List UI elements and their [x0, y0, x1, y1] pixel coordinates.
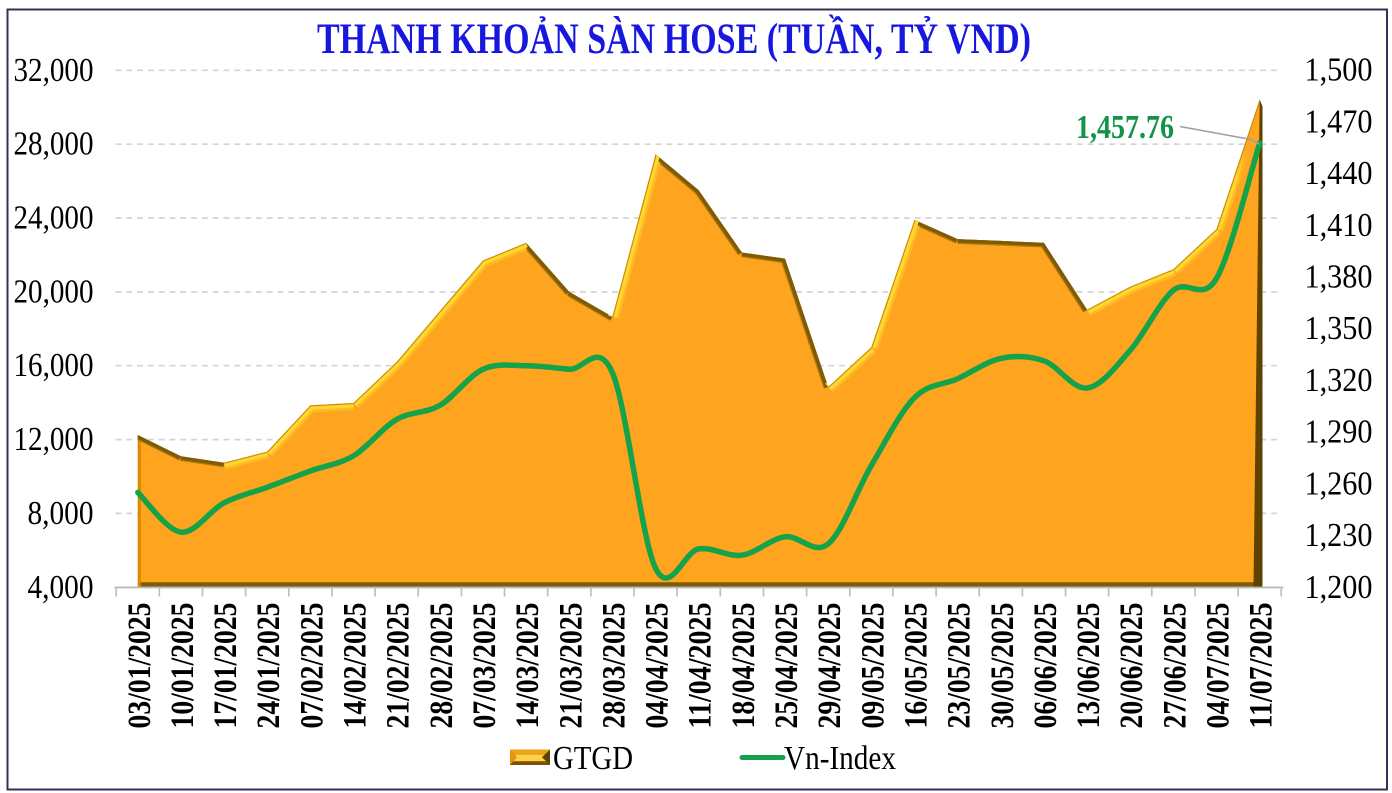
svg-text:Vn-Index: Vn-Index: [784, 740, 896, 777]
svg-text:32,000: 32,000: [14, 52, 94, 89]
svg-text:10/01/2025: 10/01/2025: [165, 603, 201, 729]
svg-text:11/07/2025: 11/07/2025: [1244, 603, 1280, 729]
svg-text:09/05/2025: 09/05/2025: [855, 603, 891, 729]
svg-text:1,500: 1,500: [1305, 52, 1373, 89]
svg-text:30/05/2025: 30/05/2025: [985, 603, 1021, 729]
svg-text:18/04/2025: 18/04/2025: [726, 603, 762, 729]
svg-text:1,200: 1,200: [1305, 569, 1373, 606]
svg-text:20,000: 20,000: [14, 273, 94, 310]
svg-text:28/03/2025: 28/03/2025: [596, 603, 632, 729]
svg-text:1,230: 1,230: [1305, 517, 1373, 554]
svg-text:11/04/2025: 11/04/2025: [683, 603, 719, 729]
svg-text:12,000: 12,000: [14, 421, 94, 458]
svg-text:THANH KHOẢN SÀN HOSE (TUẦN, TỶ: THANH KHOẢN SÀN HOSE (TUẦN, TỶ VND): [317, 15, 1031, 63]
svg-text:07/02/2025: 07/02/2025: [294, 603, 330, 729]
svg-text:1,440: 1,440: [1305, 155, 1373, 192]
svg-text:21/02/2025: 21/02/2025: [381, 603, 417, 729]
svg-text:1,470: 1,470: [1305, 103, 1373, 140]
svg-text:28,000: 28,000: [14, 126, 94, 163]
svg-text:06/06/2025: 06/06/2025: [1028, 603, 1064, 729]
svg-text:20/06/2025: 20/06/2025: [1114, 603, 1150, 729]
svg-text:1,350: 1,350: [1305, 310, 1373, 347]
svg-text:4,000: 4,000: [28, 569, 94, 606]
svg-text:25/04/2025: 25/04/2025: [769, 603, 805, 729]
svg-text:14/03/2025: 14/03/2025: [510, 603, 546, 729]
svg-text:1,320: 1,320: [1305, 362, 1373, 399]
svg-text:1,410: 1,410: [1305, 207, 1373, 244]
svg-text:24/01/2025: 24/01/2025: [251, 603, 287, 729]
svg-text:28/02/2025: 28/02/2025: [424, 603, 460, 729]
svg-text:16,000: 16,000: [14, 347, 94, 384]
svg-text:1,380: 1,380: [1305, 259, 1373, 296]
svg-text:1,290: 1,290: [1305, 414, 1373, 451]
svg-text:1,457.76: 1,457.76: [1076, 109, 1174, 146]
svg-text:13/06/2025: 13/06/2025: [1071, 603, 1107, 729]
svg-text:17/01/2025: 17/01/2025: [208, 603, 244, 729]
svg-text:03/01/2025: 03/01/2025: [122, 603, 158, 729]
svg-text:GTGD: GTGD: [553, 740, 633, 777]
svg-text:8,000: 8,000: [28, 495, 94, 532]
svg-text:07/03/2025: 07/03/2025: [467, 603, 503, 729]
svg-text:1,260: 1,260: [1305, 465, 1373, 502]
svg-text:04/04/2025: 04/04/2025: [640, 603, 676, 729]
svg-text:23/05/2025: 23/05/2025: [942, 603, 978, 729]
svg-text:14/02/2025: 14/02/2025: [338, 603, 374, 729]
svg-text:24,000: 24,000: [14, 200, 94, 237]
svg-text:16/05/2025: 16/05/2025: [899, 603, 935, 729]
svg-text:29/04/2025: 29/04/2025: [812, 603, 848, 729]
svg-text:27/06/2025: 27/06/2025: [1157, 603, 1193, 729]
svg-text:04/07/2025: 04/07/2025: [1201, 603, 1237, 729]
svg-text:21/03/2025: 21/03/2025: [553, 603, 589, 729]
